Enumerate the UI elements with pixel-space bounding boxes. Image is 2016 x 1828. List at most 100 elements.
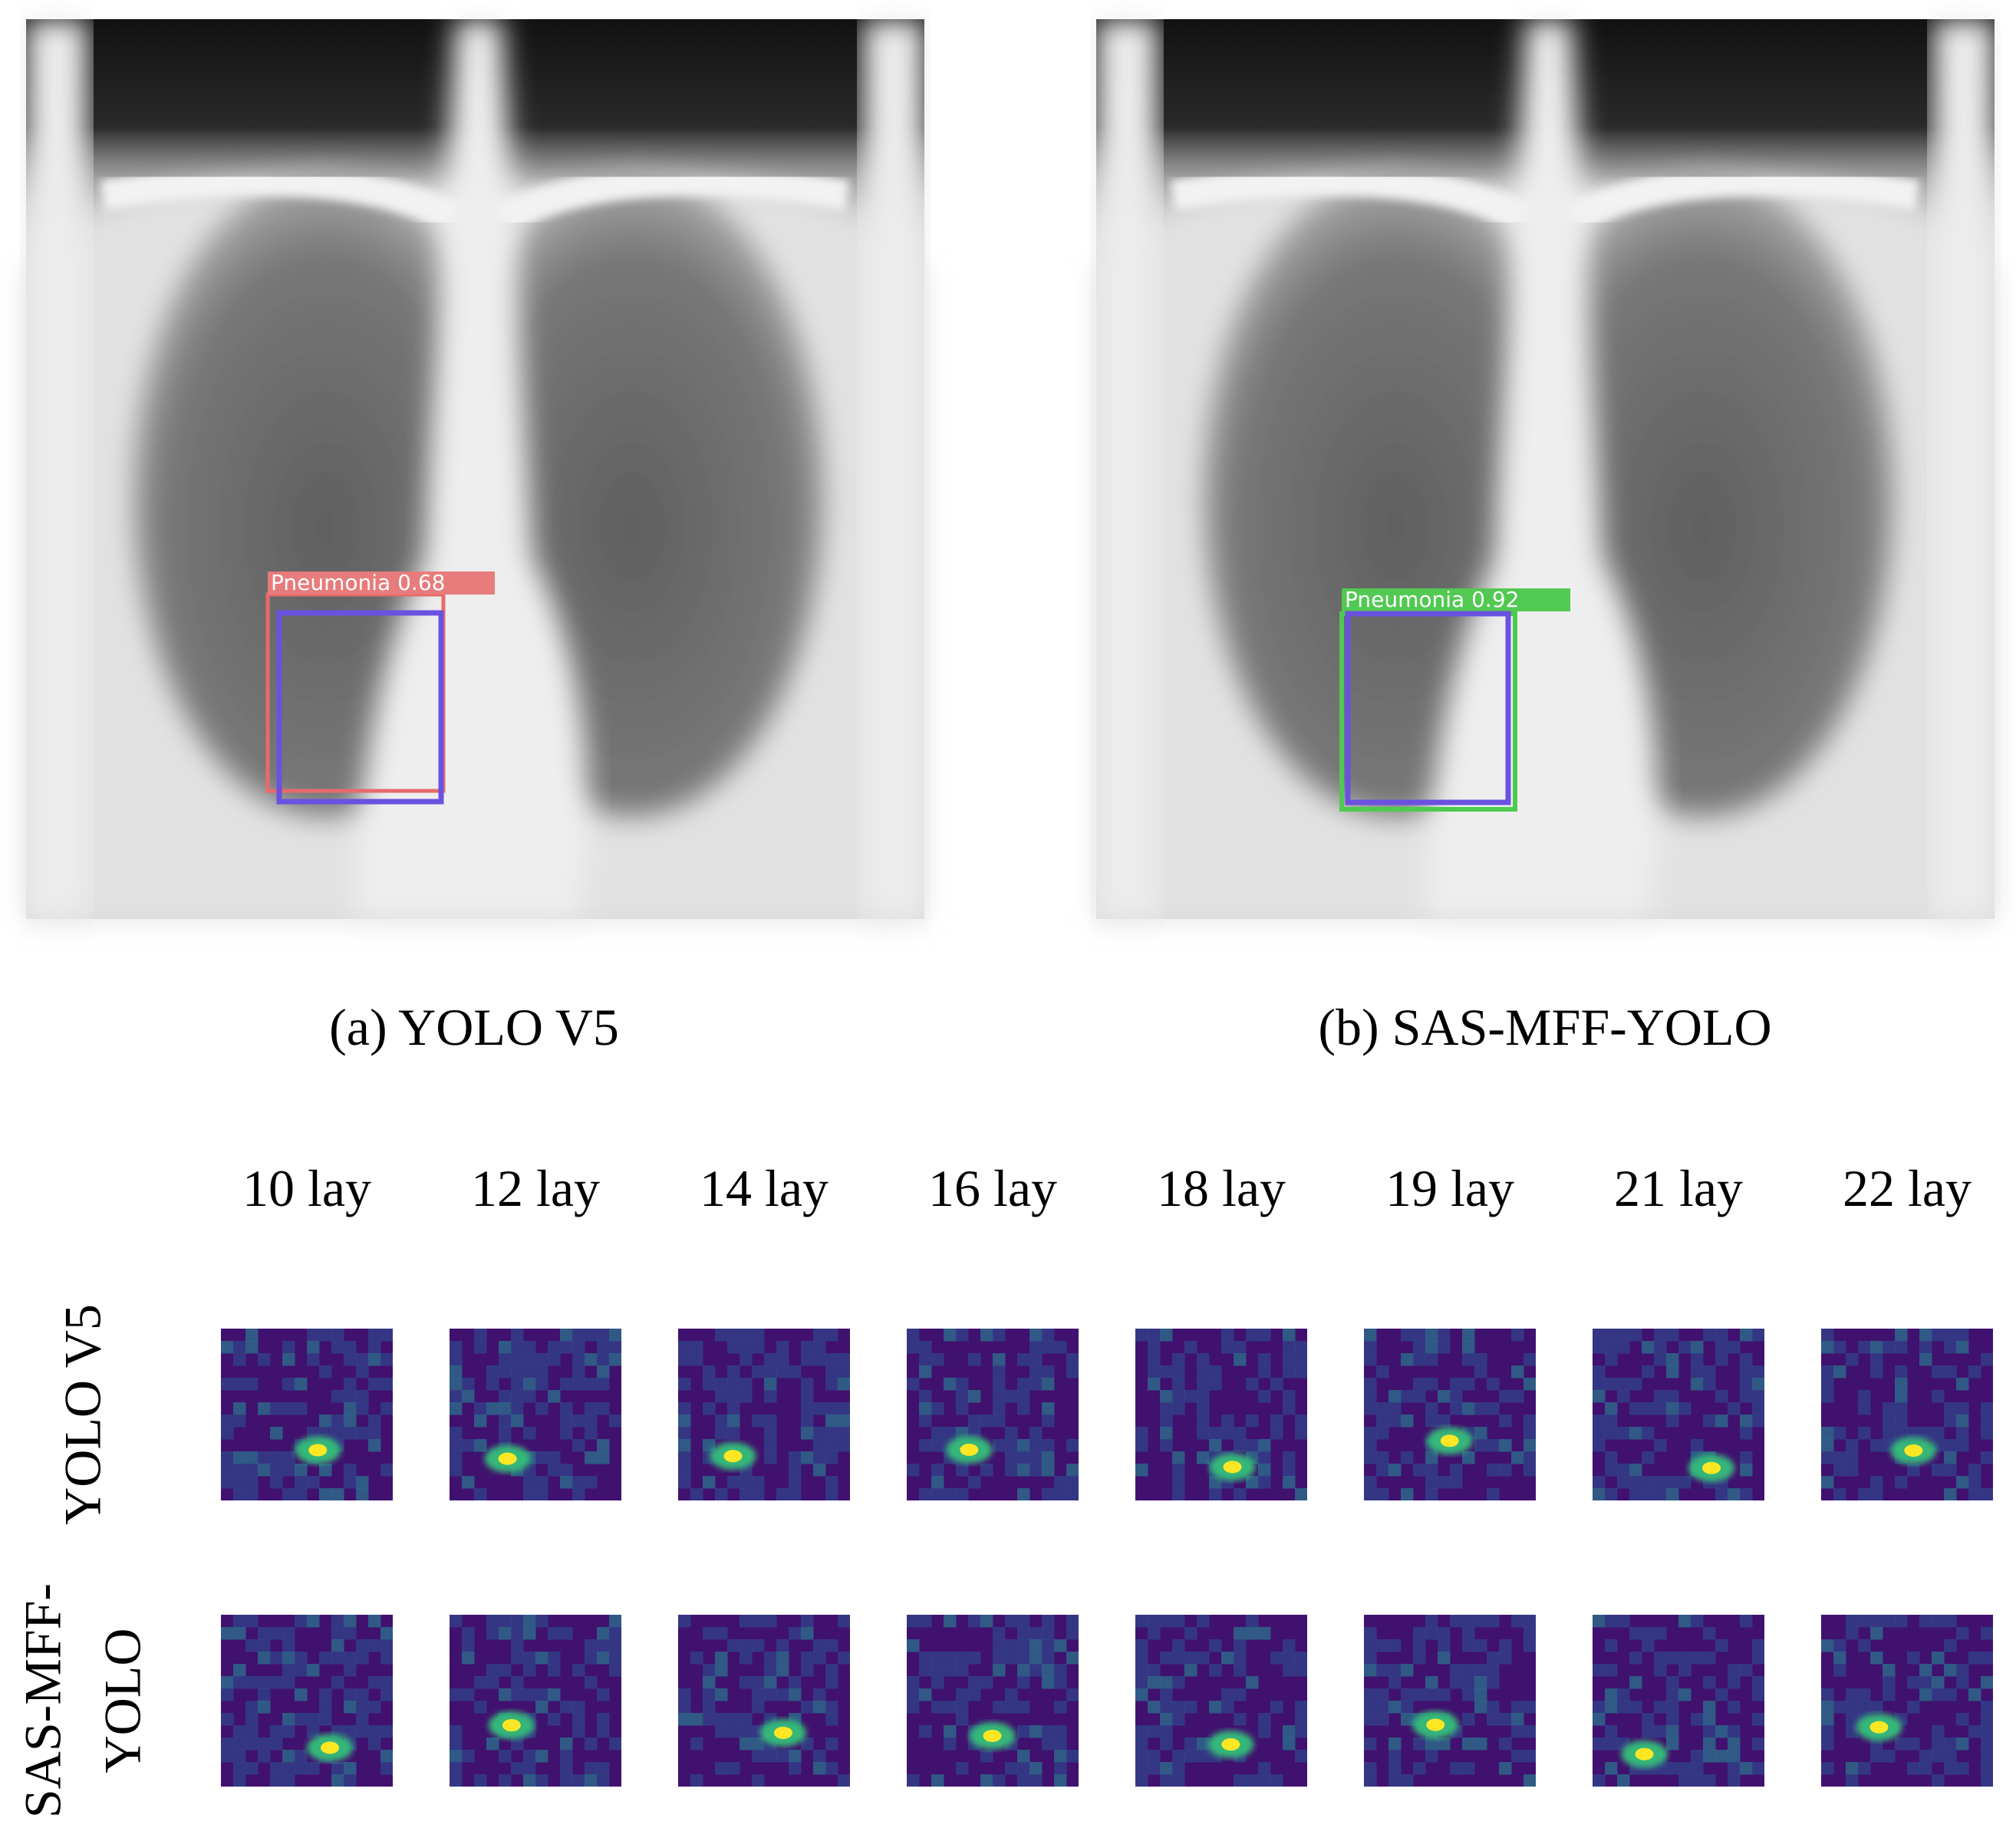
tile-cell (331, 1652, 344, 1665)
tile-cell (1907, 1652, 1920, 1665)
tile-cell (1401, 1688, 1414, 1701)
feature-map (678, 1615, 850, 1787)
ground-truth-box (276, 610, 444, 805)
tile-cell (1197, 1737, 1210, 1751)
tile-cell (1703, 1378, 1716, 1391)
tile-cell (956, 1488, 969, 1500)
tile-cell (993, 1774, 1006, 1787)
tile-cell (1870, 1488, 1883, 1500)
tile-cell (1364, 1341, 1377, 1354)
tile-cell (1629, 1329, 1642, 1342)
tile-cell (1846, 1439, 1859, 1452)
feature-map (1364, 1329, 1536, 1500)
tile-cell (511, 1341, 524, 1354)
tile-cell (1425, 1627, 1438, 1640)
tile-cell (282, 1676, 295, 1689)
tile-cell (1740, 1762, 1753, 1775)
tile-cell (1752, 1378, 1764, 1391)
tile-cell (1283, 1639, 1296, 1652)
tile-cell (380, 1750, 393, 1763)
tile-cell (572, 1439, 585, 1452)
tile-cell (813, 1329, 826, 1342)
tile-cell (486, 1615, 499, 1628)
tile-cell (1209, 1427, 1222, 1440)
tile-cell (825, 1415, 838, 1428)
tile-cell (270, 1427, 283, 1440)
tile-cell (1258, 1774, 1271, 1787)
tile-cell (344, 1615, 357, 1628)
tile-cell (1184, 1652, 1197, 1665)
tile-cell (548, 1713, 561, 1726)
tile-cell (1462, 1737, 1475, 1751)
tile-cell (572, 1353, 585, 1366)
tile-cell (1642, 1488, 1655, 1500)
tile-cell (1617, 1688, 1630, 1701)
tile-cell (1017, 1762, 1030, 1775)
tile-cell (1005, 1701, 1018, 1714)
tile-hotspot (960, 1443, 979, 1456)
tile-cell (1715, 1488, 1728, 1500)
tile-cell (1017, 1701, 1030, 1714)
tile-cell (1593, 1615, 1606, 1628)
tile-cell (1846, 1353, 1859, 1366)
tile-cell (1846, 1627, 1859, 1640)
tile-cell (1438, 1627, 1451, 1640)
tile-cell (560, 1378, 573, 1391)
tile-cell (331, 1415, 344, 1428)
tile-cell (907, 1688, 920, 1701)
tile-cell (1270, 1427, 1283, 1440)
tile-cell (245, 1464, 259, 1477)
tile-cell (980, 1464, 993, 1477)
tile-cell (907, 1615, 920, 1628)
tile-cell (993, 1390, 1006, 1403)
tile-cell (1511, 1365, 1524, 1378)
tile-cell (245, 1639, 259, 1652)
tile-cell (1017, 1488, 1030, 1500)
tile-cell (1148, 1615, 1161, 1628)
tile-cell (1054, 1701, 1067, 1714)
tile-cell (789, 1676, 802, 1689)
tile-cell (993, 1329, 1006, 1342)
tile-cell (1956, 1402, 1969, 1415)
tile-cell (919, 1415, 932, 1428)
tile-cell (233, 1488, 246, 1500)
tile-cell (1487, 1439, 1500, 1452)
tile-cell (356, 1652, 369, 1665)
tile-cell (1246, 1415, 1259, 1428)
tile-cell (1932, 1427, 1945, 1440)
tile-cell (1438, 1476, 1451, 1489)
tile-cell (270, 1676, 283, 1689)
tile-cell (715, 1725, 728, 1738)
tile-cell (1042, 1402, 1055, 1415)
row-label: SAS-MFF- (14, 1583, 72, 1818)
tile-cell (380, 1676, 393, 1689)
tile-cell (1593, 1341, 1606, 1354)
tile-cell (740, 1713, 753, 1726)
tile-cell (907, 1329, 920, 1342)
tile-cell (1160, 1329, 1173, 1342)
tile-cell (331, 1627, 344, 1640)
tile-cell (523, 1353, 536, 1366)
tile-cell (486, 1378, 499, 1391)
tile-cell (1438, 1390, 1451, 1403)
tile-cell (282, 1464, 295, 1477)
tile-cell (233, 1750, 246, 1763)
tile-cell (1487, 1676, 1500, 1689)
tile-cell (585, 1476, 598, 1489)
tile-cell (1870, 1627, 1883, 1640)
tile-cell (499, 1415, 512, 1428)
tile-cell (1450, 1402, 1463, 1415)
tile-cell (1413, 1627, 1426, 1640)
tile-cell (1295, 1427, 1307, 1440)
tile-cell (1487, 1701, 1500, 1714)
tile-cell (609, 1615, 621, 1628)
tile-cell (752, 1750, 765, 1763)
tile-cell (1821, 1701, 1834, 1714)
tile-cell (1283, 1464, 1296, 1477)
tile-cell (1172, 1365, 1185, 1378)
tile-cell (1172, 1762, 1185, 1775)
tile-cell (474, 1415, 487, 1428)
tile-cell (1895, 1329, 1908, 1342)
tile-cell (1364, 1402, 1377, 1415)
tile-cell (1666, 1737, 1679, 1751)
